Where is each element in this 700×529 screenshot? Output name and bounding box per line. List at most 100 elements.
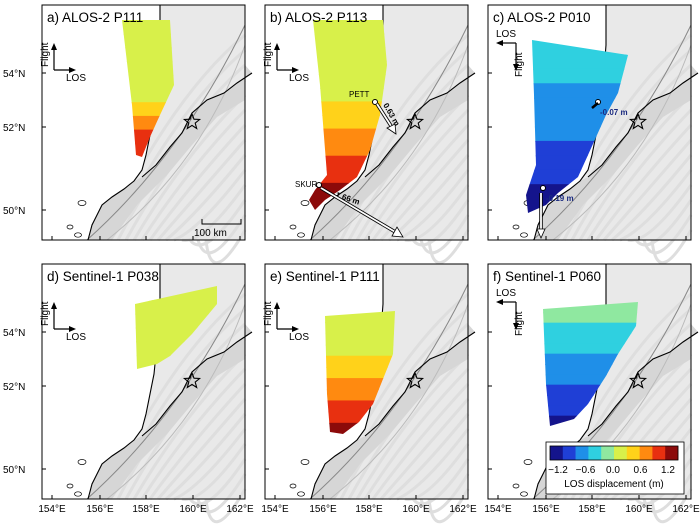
lat-tick-label: 52°N [3,382,25,393]
arrowhead-icon [51,43,57,50]
lon-tick-label: 158°E [132,504,160,515]
relief-line [427,229,470,264]
relief-line [611,154,693,242]
station-label: SKUR [295,180,317,189]
sea-of-okhotsk [42,264,160,499]
relief-line [363,108,470,241]
island [297,491,305,497]
los-label: LOS [496,288,516,299]
lat-tick-label: 50°N [3,206,25,217]
panel-title: e) Sentinel-1 P111 [270,269,380,284]
kuril-trench [309,24,469,241]
island [66,483,74,489]
star-icon [628,112,648,130]
trench-edge [329,303,469,500]
displacement-arrow-icon [376,103,394,130]
relief-line [204,488,247,523]
kamchatka-land [534,5,698,240]
los-label: LOS [66,332,86,343]
trench-edge [106,44,246,241]
arrowhead-icon [69,67,76,73]
kuril-trench [532,24,692,241]
colorbar-swatch [575,446,589,460]
arrowhead-icon [536,228,546,239]
lon-tick-label: 160°E [402,504,430,515]
displacement-band [309,101,387,116]
colorbar-label: LOS displacement (m) [564,479,663,490]
lon-tick-label: 162°E [449,504,477,515]
displacement-band [543,322,638,334]
relief-line [148,382,247,500]
displacement-band [309,74,387,89]
island [74,491,82,497]
los-label: LOS [289,332,309,343]
panel-title: d) Sentinel-1 P038 [47,269,159,284]
panel-frame [264,263,469,500]
relief-line [173,428,247,501]
displacement-band [309,47,387,62]
displacement-band [135,313,217,329]
colorbar-tick-label: 0.0 [606,465,620,476]
lon-tick-label: 162°E [672,504,700,515]
displacement-band [526,54,628,70]
displacement-band [135,299,217,315]
displacement-band [526,83,628,99]
relief-line [396,428,470,501]
relief-line [132,93,247,241]
displacement-band [526,68,628,85]
arrowhead-icon [69,326,76,332]
displacement-band [543,302,638,314]
colorbar-swatch [652,446,666,460]
relief-line [196,473,247,514]
panel-frame [487,263,692,500]
flight-label: Flight [40,301,51,326]
relief-line [578,93,693,241]
lat-tick-label: 54°N [3,328,25,339]
kuril-trench [309,283,469,500]
island [300,200,310,206]
panel-title: c) ALOS-2 P010 [493,10,591,25]
colorbar-swatch [550,446,564,460]
colorbar-swatch [601,446,615,460]
panel-e: e) Sentinel-1 P111 Flight LOS [263,263,476,523]
displacement-band [325,378,395,391]
displacement-band [325,333,395,346]
lon-tick-label: 160°E [179,504,207,515]
los-label: LOS [496,29,516,40]
relief-line [140,108,247,241]
relief-line [650,229,693,264]
star-icon [628,371,648,389]
lat-tick-label: 52°N [3,123,25,134]
colorbar-tick-label: 0.6 [634,465,648,476]
panel-frame [487,4,692,241]
relief-line [355,352,470,500]
relief-line [642,214,693,255]
colorbar-swatch [639,446,653,460]
arrowhead-icon [513,323,519,330]
relief-line [165,154,247,242]
relief-line [371,382,470,500]
lon-tick-label: 154°E [484,504,512,515]
displacement-band [309,60,387,76]
displacement-band [543,312,638,324]
arrowhead-icon [274,43,280,50]
colorbar-swatch [562,446,576,460]
displacement-band [309,33,387,49]
displacement-band [543,353,638,365]
relief-line [602,139,693,241]
colorbar-swatch [588,446,602,460]
kamchatka-land [88,5,252,240]
kuril-trench [86,283,246,500]
station-label: PETT [349,90,370,99]
displacement-band [122,88,174,104]
arrowhead-icon [292,326,299,332]
relief-line [619,169,693,242]
panel-frame [41,4,246,241]
station-skur [540,185,546,191]
island [77,200,87,206]
relief-line [156,398,247,500]
star-icon [182,112,202,130]
displacement-band [325,366,395,380]
